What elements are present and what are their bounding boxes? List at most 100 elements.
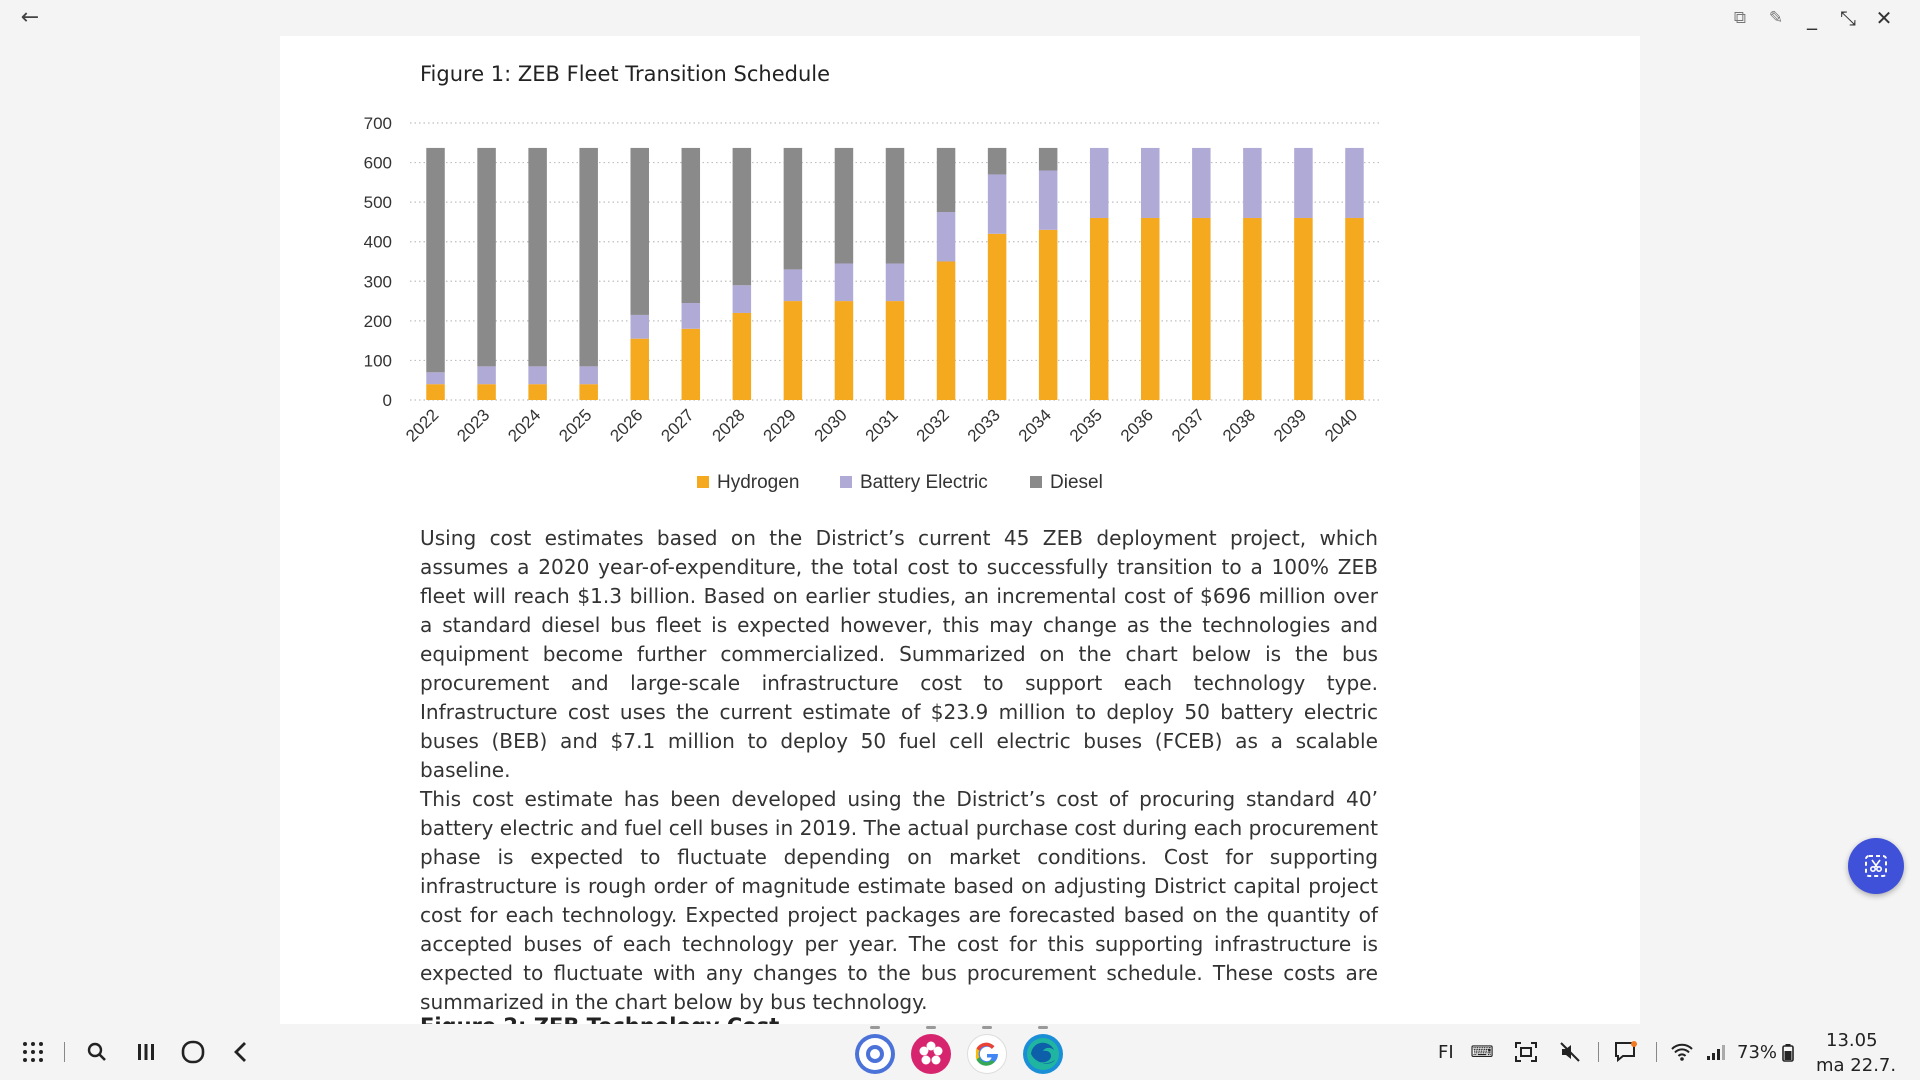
bar-segment — [579, 384, 598, 400]
x-tick-label: 2030 — [811, 405, 851, 445]
screen-capture-tray-icon[interactable] — [1512, 1036, 1540, 1068]
bar-segment — [681, 328, 701, 400]
bar-segment — [732, 147, 752, 286]
legend-label: Battery Electric — [860, 472, 988, 493]
bar-segment — [885, 263, 905, 302]
chrome-like-app-icon[interactable] — [855, 1034, 895, 1074]
bar-segment — [1141, 147, 1160, 218]
bar-segment — [630, 147, 649, 315]
search-icon[interactable] — [82, 1036, 112, 1068]
bar-segment — [834, 147, 854, 264]
bar-segment — [1294, 217, 1313, 400]
bar-segment — [1089, 217, 1109, 400]
bar-segment — [834, 301, 854, 400]
x-tick-label: 2027 — [657, 405, 697, 445]
arrow-left-icon[interactable]: ← — [20, 5, 40, 30]
y-tick-label: 300 — [364, 272, 392, 291]
bar-segment — [783, 147, 803, 270]
bar-segment — [477, 384, 496, 400]
bar-segment — [987, 147, 1007, 175]
google-app-icon[interactable] — [967, 1034, 1007, 1074]
x-tick-label: 2029 — [760, 405, 800, 445]
close-icon[interactable]: ✕ — [1875, 6, 1893, 30]
notification-icon[interactable] — [1612, 1036, 1640, 1068]
blossom-app-icon[interactable] — [911, 1034, 951, 1074]
stacked-bar-chart: 0 100 200 300 400 500 600 700 2022 2023 2024 2025 20… — [340, 106, 1400, 536]
bar-segment — [1345, 217, 1364, 400]
document-page[interactable]: Figure 1: ZEB Fleet Transition Schedule … — [280, 36, 1640, 1024]
chart-svg: 0 100 200 300 400 500 600 700 2022 2023 2024 2025 20… — [364, 114, 1380, 493]
next-figure-title: Figure 2: ZEB Technology Cost — [420, 1014, 779, 1024]
y-tick-label: 200 — [364, 312, 392, 331]
bar-segment — [1038, 147, 1058, 171]
bar-segment — [885, 301, 905, 400]
x-tick-label: 2040 — [1321, 405, 1361, 445]
y-tick-label: 100 — [364, 351, 392, 370]
bar-segment — [1243, 217, 1262, 400]
x-tick-label: 2039 — [1270, 405, 1310, 445]
recents-icon[interactable] — [131, 1036, 161, 1068]
clock-time[interactable]: 13.05 — [1826, 1030, 1878, 1051]
signal-icon[interactable] — [1704, 1036, 1728, 1068]
bar-segment — [1089, 147, 1109, 218]
keyboard-icon[interactable]: ⌨ — [1470, 1042, 1494, 1061]
bar-segment — [426, 147, 445, 373]
y-tick-label: 600 — [364, 154, 392, 173]
pin-icon[interactable]: ✎ — [1768, 8, 1784, 28]
restore-icon[interactable]: ⤡ — [1840, 6, 1856, 30]
divider — [1656, 1042, 1657, 1062]
bar-segment — [426, 372, 445, 385]
battery-icon — [1780, 1036, 1796, 1068]
figure-title: Figure 1: ZEB Fleet Transition Schedule — [420, 62, 831, 86]
screen-capture-icon — [1865, 855, 1887, 877]
mute-icon[interactable] — [1556, 1036, 1584, 1068]
divider — [1598, 1042, 1599, 1062]
legend-swatch — [697, 476, 709, 488]
x-tick-label: 2022 — [402, 405, 442, 445]
bar-segment — [1038, 170, 1058, 230]
window-title-bar: ← ⧉ ✎ _ ⤡ ✕ — [0, 0, 1920, 36]
paragraph-cost-methodology: This cost estimate has been developed us… — [420, 787, 1378, 1014]
legend-swatch — [1030, 476, 1042, 488]
bar-segment — [579, 147, 598, 367]
x-tick-label: 2035 — [1066, 405, 1106, 445]
home-icon[interactable] — [178, 1036, 208, 1068]
y-tick-label: 500 — [364, 193, 392, 212]
apps-grid-icon[interactable] — [18, 1036, 48, 1068]
screen-capture-button[interactable] — [1848, 838, 1904, 894]
minimize-icon[interactable]: _ — [1807, 6, 1817, 30]
clock-date[interactable]: ma 22.7. — [1816, 1055, 1897, 1076]
edge-app-icon[interactable] — [1023, 1034, 1063, 1074]
bar-segment — [1038, 229, 1058, 400]
running-indicator — [982, 1026, 992, 1029]
bar-segment — [630, 338, 649, 400]
x-tick-label: 2033 — [964, 405, 1004, 445]
x-tick-label: 2034 — [1015, 405, 1055, 445]
back-icon[interactable] — [226, 1036, 256, 1068]
bar-segment — [1192, 147, 1211, 218]
language-indicator[interactable]: FI — [1438, 1042, 1454, 1063]
bar-segment — [1294, 147, 1313, 218]
bar-segment — [783, 269, 803, 302]
bar-segment — [477, 366, 496, 385]
bar-segment — [885, 147, 905, 264]
battery-level[interactable]: 73% — [1737, 1042, 1778, 1063]
bar-segment — [528, 366, 547, 385]
window-controls: ⧉ ✎ _ ⤡ ✕ — [1728, 6, 1896, 30]
running-indicator — [926, 1026, 936, 1029]
y-tick-label: 0 — [383, 391, 392, 410]
bar-segment — [477, 147, 496, 367]
bar-segment — [732, 285, 752, 313]
running-indicator — [1038, 1026, 1048, 1029]
divider — [64, 1042, 65, 1062]
legend-label: Diesel — [1050, 472, 1103, 493]
wifi-icon[interactable] — [1668, 1036, 1696, 1068]
x-tick-label: 2026 — [606, 405, 646, 445]
taskbar: FI ⌨ 73% 13.05 ma 22.7. — [0, 1024, 1920, 1080]
popup-view-icon[interactable]: ⧉ — [1733, 8, 1747, 28]
bar-segment — [987, 174, 1007, 234]
y-tick-label: 700 — [364, 114, 392, 133]
bar-segment — [936, 261, 956, 400]
bar-segment — [681, 147, 701, 304]
x-tick-label: 2037 — [1168, 405, 1208, 445]
